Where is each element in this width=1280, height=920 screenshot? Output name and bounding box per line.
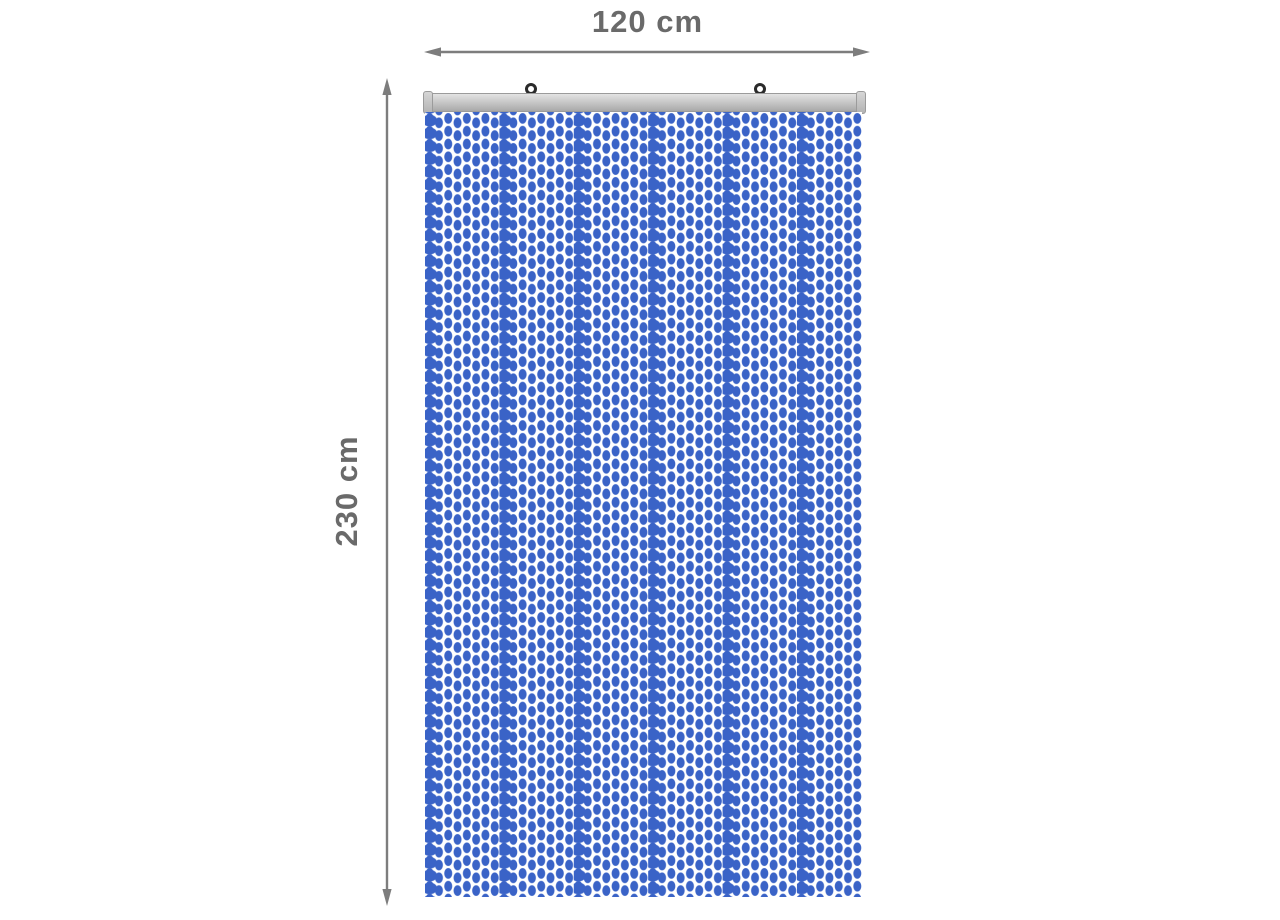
height-dimension-label: 230 cm <box>329 435 364 547</box>
width-dimension-label: 120 cm <box>591 4 704 39</box>
width-double-arrow-icon <box>424 47 870 57</box>
height-double-arrow-icon <box>382 78 392 906</box>
rail-end-cap-right <box>856 91 866 114</box>
bead-curtain-body <box>425 112 862 897</box>
curtain-rail <box>423 91 866 114</box>
rail-end-cap-left <box>423 91 433 114</box>
